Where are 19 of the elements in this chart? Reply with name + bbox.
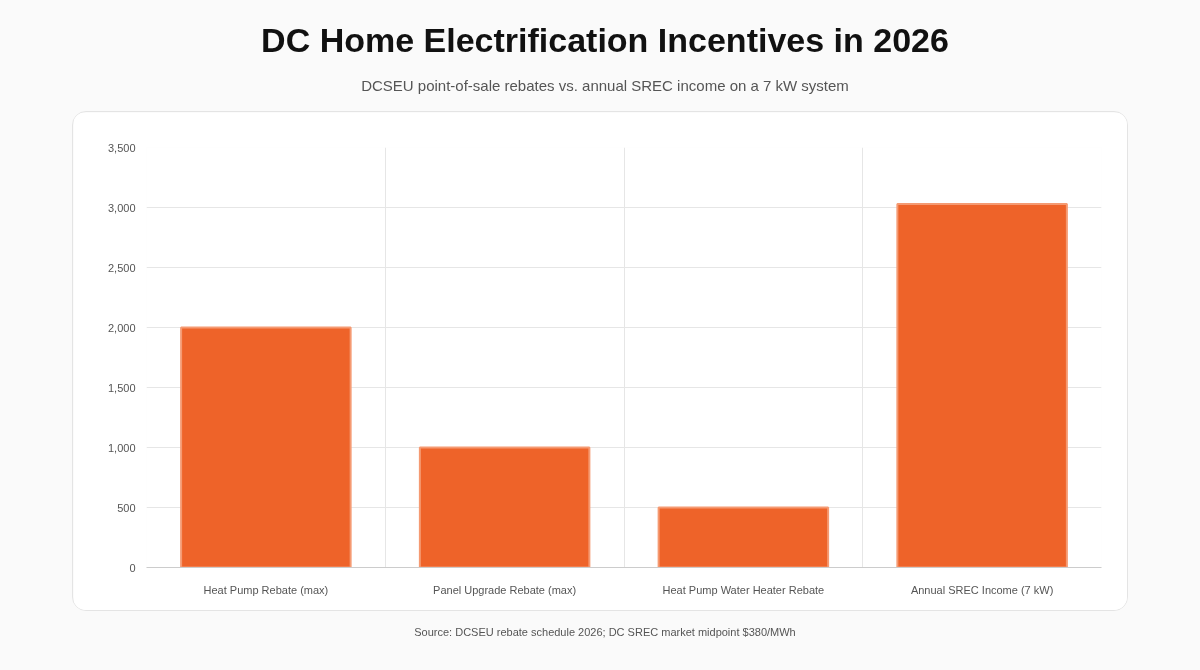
y-tick-label: 500	[117, 501, 136, 514]
x-tick-label: Annual SREC Income (7 kW)	[910, 583, 1054, 596]
y-tick-label: 2,500	[107, 261, 136, 274]
y-tick-label: 2,000	[107, 321, 136, 334]
x-tick-label: Heat Pump Rebate (max)	[203, 583, 329, 596]
y-tick-label: 3,000	[107, 201, 136, 214]
x-tick-label: Panel Upgrade Rebate (max)	[433, 583, 577, 596]
bar	[180, 326, 352, 568]
bar	[657, 506, 830, 568]
chart-title: DC Home Electrification Incentives in 2026	[261, 20, 949, 61]
source-note: Source: DCSEU rebate schedule 2026; DC SREC market midpoint $380/MWh	[414, 625, 796, 640]
y-tick-label: 1,000	[107, 441, 136, 454]
bar	[896, 202, 1068, 568]
y-tick-label: 0	[129, 561, 136, 574]
chart-subtitle: DCSEU point-of-sale rebates vs. annual SREC income on a 7 kW system	[361, 75, 849, 96]
y-tick-label: 3,500	[107, 141, 136, 154]
bar	[418, 446, 591, 568]
y-tick-label: 1,500	[107, 381, 136, 394]
x-tick-label: Heat Pump Water Heater Rebate	[662, 583, 825, 596]
